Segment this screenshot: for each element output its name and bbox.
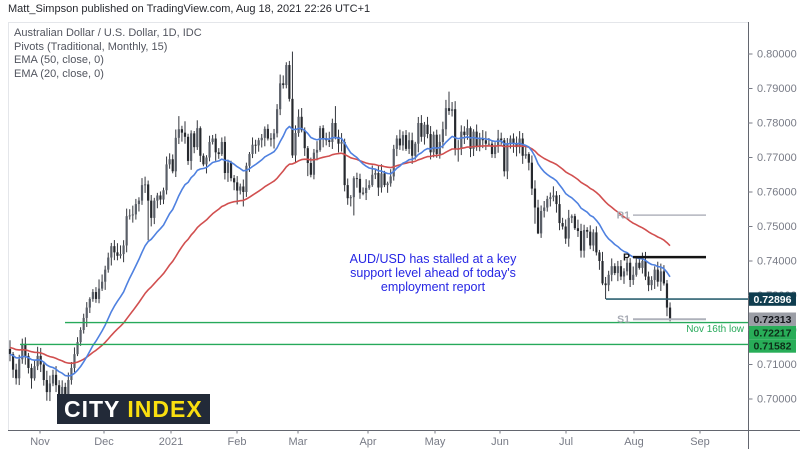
- svg-text:May: May: [425, 436, 446, 448]
- svg-text:0.75000: 0.75000: [757, 221, 797, 233]
- legend-symbol[interactable]: Australian Dollar / U.S. Dollar, 1D, IDC: [14, 27, 202, 39]
- svg-text:0.71000: 0.71000: [757, 359, 797, 371]
- svg-text:Aug: Aug: [624, 436, 644, 448]
- svg-text:R1: R1: [617, 210, 631, 222]
- svg-text:0.80000: 0.80000: [757, 49, 797, 61]
- annotation-line-1: AUD/USD has stalled at a key: [349, 252, 517, 266]
- annotation-line-3: employment report: [380, 280, 486, 294]
- svg-text:Jun: Jun: [491, 436, 509, 448]
- svg-text:Apr: Apr: [359, 436, 376, 448]
- attribution-text: Matt_Simpson published on TradingView.co…: [8, 3, 371, 15]
- svg-text:Sep: Sep: [690, 436, 710, 448]
- logo-index: INDEX: [127, 396, 203, 422]
- x-axis: Nov Dec 2021 Feb Mar Apr May Jun Jul Aug Sep: [8, 430, 800, 448]
- svg-text:0.72217: 0.72217: [754, 327, 792, 339]
- candles-layer: [8, 51, 672, 405]
- legend-pivots-indicator[interactable]: Pivots (Traditional, Monthly, 15): [14, 40, 168, 53]
- legend-ema50-indicator[interactable]: EMA (50, close, 0): [14, 54, 104, 66]
- plot-border: [8, 22, 748, 430]
- svg-text:P: P: [623, 252, 630, 264]
- pivot-levels: R1 P S1: [617, 210, 706, 326]
- svg-text:0.78000: 0.78000: [757, 118, 797, 130]
- svg-text:0.70000: 0.70000: [757, 394, 797, 406]
- svg-text:0.72896: 0.72896: [754, 294, 792, 306]
- svg-text:0.74000: 0.74000: [757, 256, 797, 268]
- y-axis: 0.80000 0.79000 0.78000 0.77000 0.76000 0.750…: [748, 22, 797, 449]
- chart-legend: Australian Dollar / U.S. Dollar, 1D, IDC…: [14, 27, 202, 81]
- horizontal-lines: [20, 298, 748, 346]
- svg-text:Mar: Mar: [289, 436, 308, 448]
- logo-city: CITY: [64, 396, 121, 422]
- ema-20-line: [9, 125, 671, 377]
- svg-text:0.71582: 0.71582: [754, 341, 792, 353]
- svg-text:0.72313: 0.72313: [754, 314, 792, 326]
- svg-text:Dec: Dec: [94, 436, 114, 448]
- svg-text:Jul: Jul: [559, 436, 573, 448]
- svg-text:0.77000: 0.77000: [757, 152, 797, 164]
- ema-50-line: [9, 144, 671, 365]
- svg-text:2021: 2021: [159, 436, 183, 448]
- legend-ema20-indicator[interactable]: EMA (20, close, 0): [14, 67, 104, 80]
- city-index-logo: CITY INDEX: [57, 394, 210, 424]
- svg-text:Nov: Nov: [30, 436, 50, 448]
- nov-16-low-note: Nov 16th low: [686, 324, 744, 335]
- svg-text:Feb: Feb: [228, 436, 247, 448]
- svg-text:S1: S1: [617, 314, 630, 326]
- annotation-line-2: support level ahead of today's: [350, 266, 516, 280]
- svg-text:0.76000: 0.76000: [757, 187, 797, 199]
- analyst-annotation: AUD/USD has stalled at a key support lev…: [320, 252, 546, 294]
- svg-text:0.79000: 0.79000: [757, 83, 797, 95]
